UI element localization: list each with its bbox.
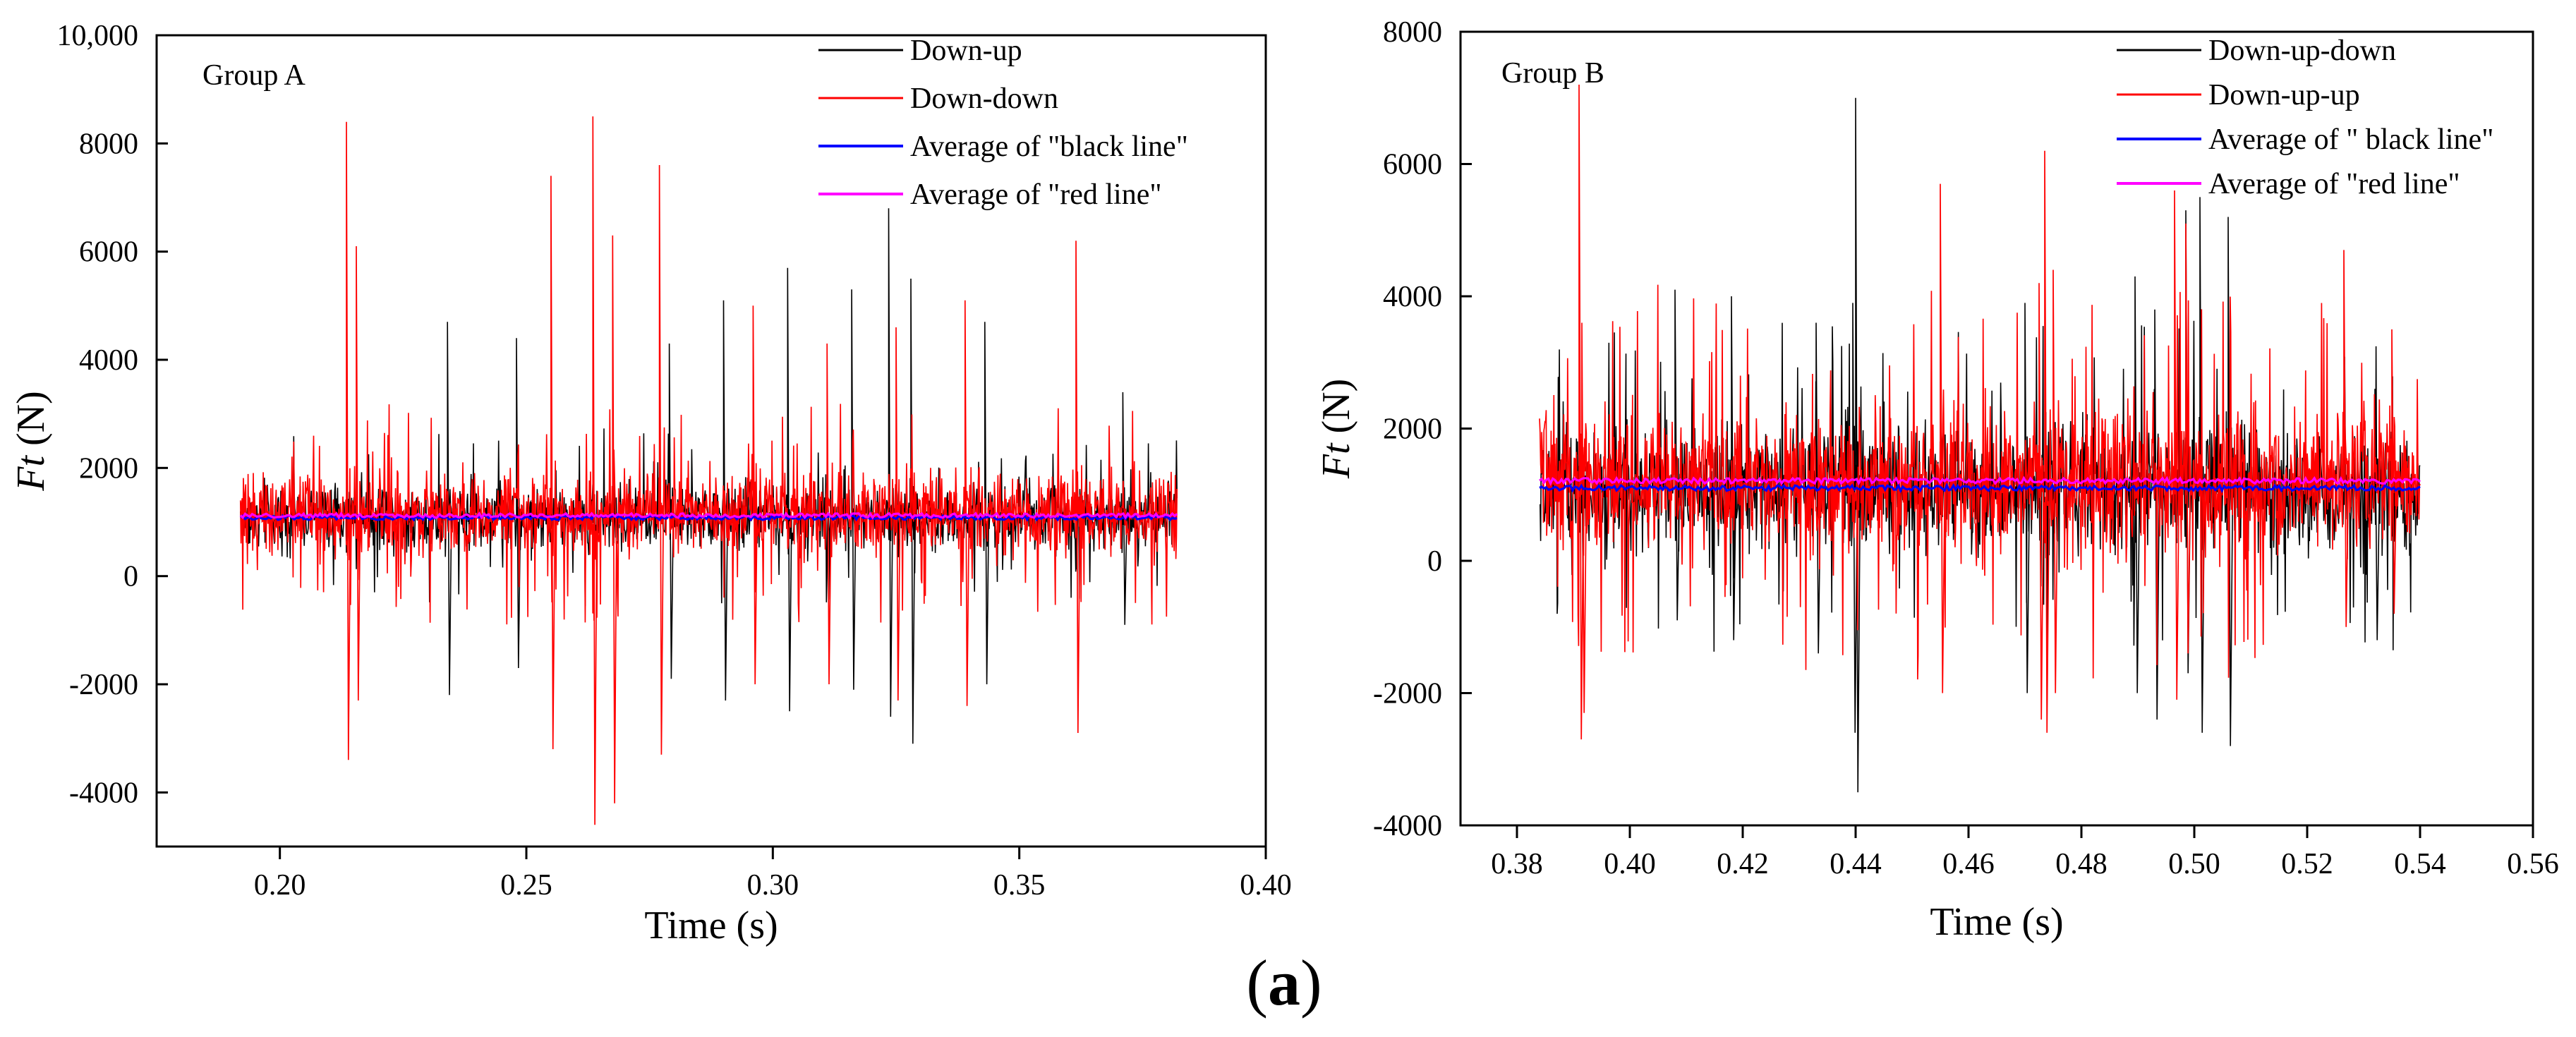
y-axis-label: Ft (N) xyxy=(1314,379,1358,480)
legend-label: Average of "red line" xyxy=(910,178,1162,211)
x-tick-label: 0.44 xyxy=(1830,848,1882,880)
y-axis-label: Ft (N) xyxy=(9,391,53,492)
x-tick-label: 0.40 xyxy=(1240,869,1292,902)
x-tick-label: 0.54 xyxy=(2394,848,2446,880)
x-tick-label: 0.40 xyxy=(1604,848,1656,880)
x-tick-label: 0.56 xyxy=(2507,848,2559,880)
y-tick-label: 0 xyxy=(123,561,138,593)
x-tick-label: 0.35 xyxy=(993,869,1046,902)
legend-label: Down-up xyxy=(910,35,1022,67)
x-tick-label: 0.46 xyxy=(1942,848,1995,880)
legend-label: Down-up-up xyxy=(2208,79,2360,111)
series-line-2 xyxy=(1539,84,2421,740)
panel-label: Group A xyxy=(202,59,306,92)
y-tick-label: 4000 xyxy=(79,344,138,377)
y-tick-label: 2000 xyxy=(1383,413,1442,446)
chart-panel-1: -4000 -2000 0 2000 4000 6000 8000 10,000 0.20 0.2… xyxy=(9,20,1292,947)
y-tick-label: 6000 xyxy=(1383,149,1442,181)
x-tick-label: 0.48 xyxy=(2055,848,2108,880)
legend-label: Down-down xyxy=(910,83,1058,115)
y-tick-label: 0 xyxy=(1427,545,1442,578)
legend: Down-up-down Down-up-up Average of " black… xyxy=(2117,35,2493,200)
figure-caption: (a) xyxy=(1246,947,1322,1019)
legend-label: Average of "red line" xyxy=(2208,168,2460,200)
legend: Down-up Down-down Average of "black line" A… xyxy=(818,35,1188,211)
y-tick-label: 6000 xyxy=(79,236,138,269)
y-tick-label: 10,000 xyxy=(57,20,139,52)
x-axis-label: Time (s) xyxy=(1930,900,2063,944)
x-tick-label: 0.20 xyxy=(254,869,306,902)
y-tick-label: -2000 xyxy=(69,669,138,701)
x-tick-label: 0.30 xyxy=(747,869,799,902)
y-tick-label: 8000 xyxy=(79,128,138,160)
series-group xyxy=(239,116,1178,825)
y-tick-label: -4000 xyxy=(69,777,138,809)
y-tick-label: -4000 xyxy=(1373,810,1442,842)
y-tick-label: 2000 xyxy=(79,452,138,485)
x-tick-label: 0.52 xyxy=(2281,848,2333,880)
series-line-4 xyxy=(1539,475,2421,486)
y-tick-label: 8000 xyxy=(1383,16,1442,49)
series-line-4 xyxy=(239,511,1178,520)
plot-frame xyxy=(155,34,1267,848)
panel-label: Group B xyxy=(1501,57,1604,90)
x-tick-label: 0.42 xyxy=(1717,848,1769,880)
legend-label: Down-up-down xyxy=(2208,35,2396,67)
series-group xyxy=(1539,84,2421,793)
x-tick-label: 0.38 xyxy=(1491,848,1543,880)
x-tick-label: 0.25 xyxy=(500,869,552,902)
series-line-1 xyxy=(240,208,1178,744)
x-axis-label: Time (s) xyxy=(644,904,778,947)
y-tick-label: -2000 xyxy=(1373,678,1442,710)
chart-panel-2: -4000 -2000 0 2000 4000 6000 8000 0.38 0.40 0.42 0… xyxy=(1314,16,2559,944)
series-line-3 xyxy=(1539,483,2421,494)
legend-label: Average of "black line" xyxy=(910,131,1188,163)
x-tick-label: 0.50 xyxy=(2168,848,2220,880)
y-tick-label: 4000 xyxy=(1383,281,1442,313)
legend-label: Average of " black line" xyxy=(2208,123,2493,156)
series-line-2 xyxy=(239,116,1178,825)
